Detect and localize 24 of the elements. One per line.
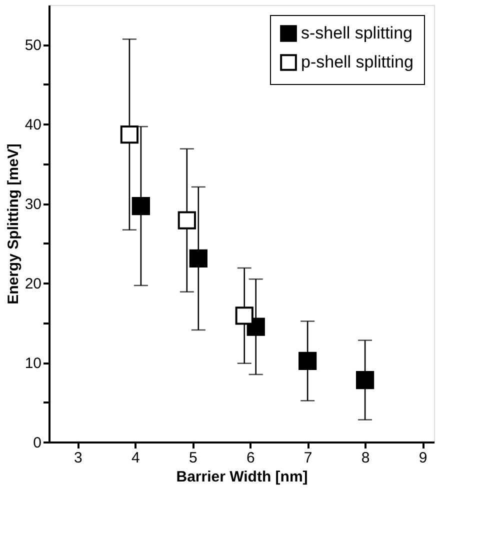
x-tick-label: 3	[74, 450, 82, 466]
x-tick-label: 5	[188, 450, 198, 466]
y-tick-label: 20	[24, 276, 42, 293]
point	[178, 211, 196, 230]
x-tick-label: 8	[361, 450, 370, 466]
y-tick-label: 10	[24, 355, 42, 372]
point	[235, 306, 254, 325]
point	[120, 125, 139, 144]
legend-label: p-shell splitting	[301, 52, 414, 72]
point	[298, 352, 317, 370]
x-axis-title: Barrier Width [nm]	[176, 468, 308, 486]
x-tick-label: 7	[304, 450, 312, 466]
x-tick-label: 9	[418, 450, 428, 466]
y-tick-label: 30	[24, 196, 42, 214]
y-tick-label: 40	[24, 116, 42, 134]
x-tick-label: 6	[246, 450, 255, 466]
y-tick-label: 0	[33, 434, 42, 452]
point	[189, 249, 208, 268]
point	[356, 370, 374, 390]
y-tick-label: 50	[24, 37, 42, 54]
point	[132, 196, 150, 216]
legend-label: s-shell splitting	[301, 24, 412, 42]
x-tick-label: 4	[132, 450, 140, 466]
y-axis-title: Energy Splitting [meV]	[4, 144, 22, 304]
